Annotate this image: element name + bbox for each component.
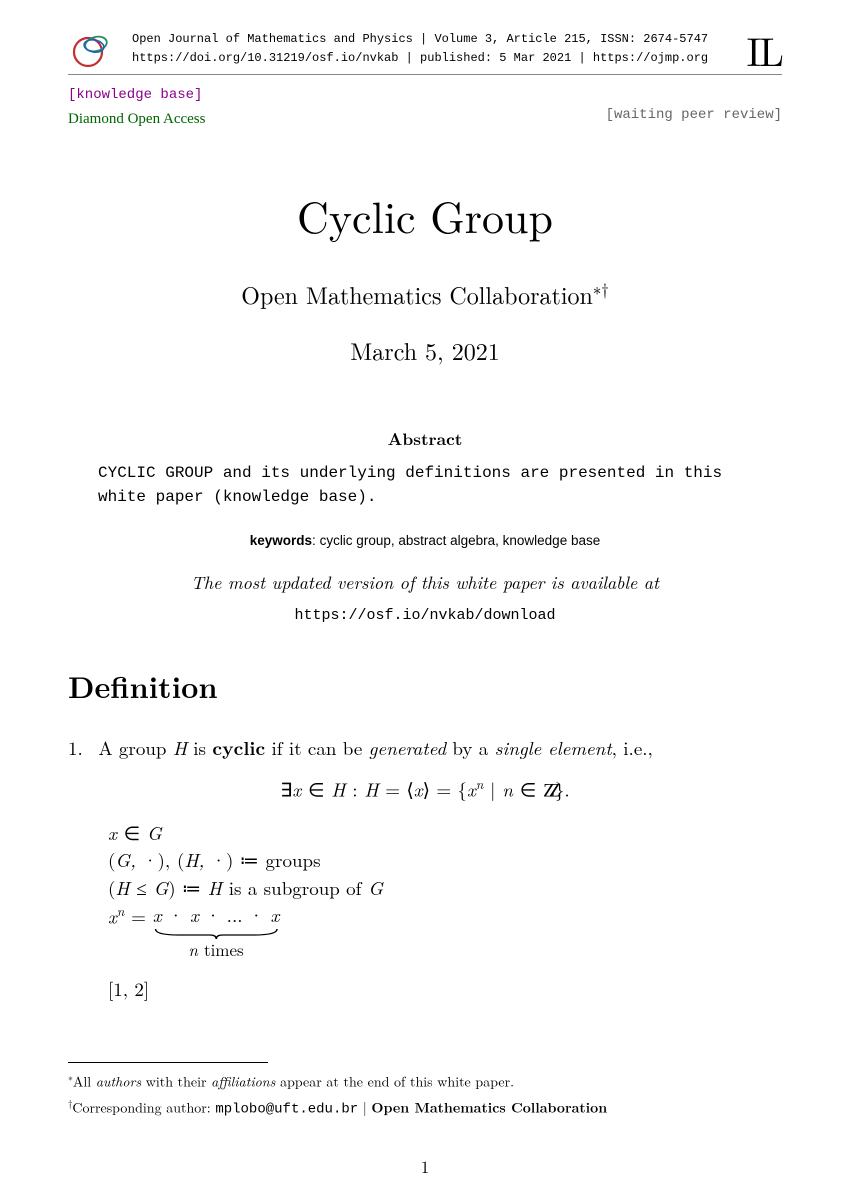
section-definition: Definition (68, 664, 782, 707)
ctx-line-4: xn = x · x · ... · x n times (108, 901, 782, 961)
definition-item: 1. A group H is cyclic if it can be gene… (68, 731, 782, 764)
definition-formula: ∃x ∈ H : H = ⟨x⟩ = {xn | n ∈ ZZ}. (68, 774, 782, 802)
ctx-line-3: (H ≤ G) ≔ H is a subgroup of G (108, 874, 782, 902)
author-marks: ∗† (593, 276, 609, 300)
keywords-label: keywords (250, 533, 312, 548)
page-number: 1 (0, 1154, 850, 1178)
keywords-value: cyclic group, abstract algebra, knowledg… (320, 533, 601, 548)
ctx-line-2: (G, ·), (H, ·) ≔ groups (108, 846, 782, 874)
abstract-body: CYCLIC GROUP and its underlying definiti… (98, 461, 752, 509)
journal-logo-icon (68, 30, 112, 70)
update-link[interactable]: https://osf.io/nvkab/download (68, 607, 782, 624)
def-text: A group H is cyclic if it can be generat… (98, 734, 653, 761)
definition-refs: [1, 2] (108, 975, 782, 1002)
meta-row: [knowledge base] (68, 87, 782, 103)
meta-row-2: Diamond Open Access [waiting peer review… (68, 107, 782, 128)
def-number: 1. (68, 732, 92, 764)
footnote-1: ∗All authors with their affiliations app… (68, 1069, 782, 1094)
doi-line: https://doi.org/10.31219/osf.io/nvkab | … (132, 49, 737, 68)
knowledge-base-tag: [knowledge base] (68, 87, 202, 103)
abstract-heading: Abstract (68, 427, 782, 451)
il-mark: IL (747, 30, 782, 70)
author-name: Open Mathematics Collaboration (241, 277, 593, 311)
definition-context: x ∈ G (G, ·), (H, ·) ≔ groups (H ≤ G) ≔ … (108, 819, 782, 962)
update-note: The most updated version of this white p… (68, 570, 782, 595)
footnotes: ∗All authors with their affiliations app… (68, 1069, 782, 1122)
author-line: Open Mathematics Collaboration∗† (68, 276, 782, 311)
keywords-line: keywords: cyclic group, abstract algebra… (68, 533, 782, 548)
ctx-line-1: x ∈ G (108, 819, 782, 847)
footnote-rule (68, 1062, 268, 1063)
waiting-peer-review: [waiting peer review] (606, 107, 782, 128)
header-text: Open Journal of Mathematics and Physics … (132, 30, 737, 68)
paper-title: Cyclic Group (68, 183, 782, 246)
journal-line: Open Journal of Mathematics and Physics … (132, 30, 737, 49)
header: Open Journal of Mathematics and Physics … (68, 30, 782, 75)
diamond-open-access: Diamond Open Access (68, 111, 205, 128)
footnote-2: †Corresponding author: mplobo@uft.edu.br… (68, 1095, 782, 1122)
paper-date: March 5, 2021 (68, 333, 782, 367)
